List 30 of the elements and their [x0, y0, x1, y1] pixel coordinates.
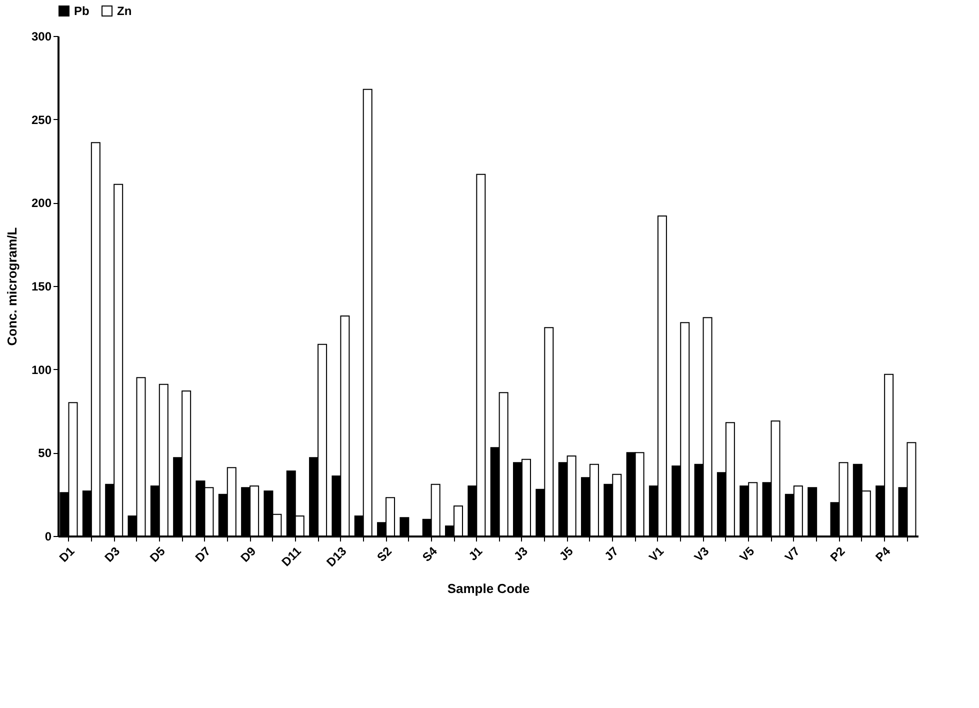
x-tick-label: S2 [374, 544, 395, 564]
y-tick-label: 50 [38, 446, 52, 460]
x-tick-label: J5 [556, 544, 576, 564]
y-axis-title: Conc. microgram/L [4, 227, 20, 346]
x-tick-label: V1 [646, 544, 667, 564]
x-axis-title: Sample Code [447, 580, 530, 596]
x-tick-label: D7 [192, 544, 214, 565]
x-tick-label: J1 [466, 544, 486, 564]
legend-label: Zn [117, 4, 132, 18]
legend-label: Pb [74, 4, 90, 18]
x-tick-label: D9 [238, 544, 259, 565]
x-tick-label: V7 [782, 544, 803, 564]
x-tick-label: S4 [420, 544, 440, 564]
x-tick-label: D3 [102, 544, 123, 565]
x-tick-label: D11 [278, 544, 304, 570]
x-tick-label: D13 [324, 544, 350, 570]
x-tick-label: P4 [872, 544, 894, 564]
x-tick-label: J7 [602, 544, 622, 564]
y-tick-label: 250 [31, 112, 52, 127]
x-tick-label: J3 [511, 544, 531, 564]
x-tick-label: D1 [56, 544, 78, 565]
x-tick-label: D5 [147, 544, 168, 565]
y-tick-label: 150 [31, 280, 52, 294]
y-tick-label: 100 [31, 362, 52, 377]
y-tick-label: 0 [44, 530, 52, 544]
x-tick-label: V3 [691, 544, 712, 564]
y-tick-label: 200 [31, 196, 52, 210]
x-tick-label: P2 [827, 544, 848, 564]
x-tick-label: V5 [736, 544, 758, 564]
y-tick-label: 300 [31, 30, 52, 44]
